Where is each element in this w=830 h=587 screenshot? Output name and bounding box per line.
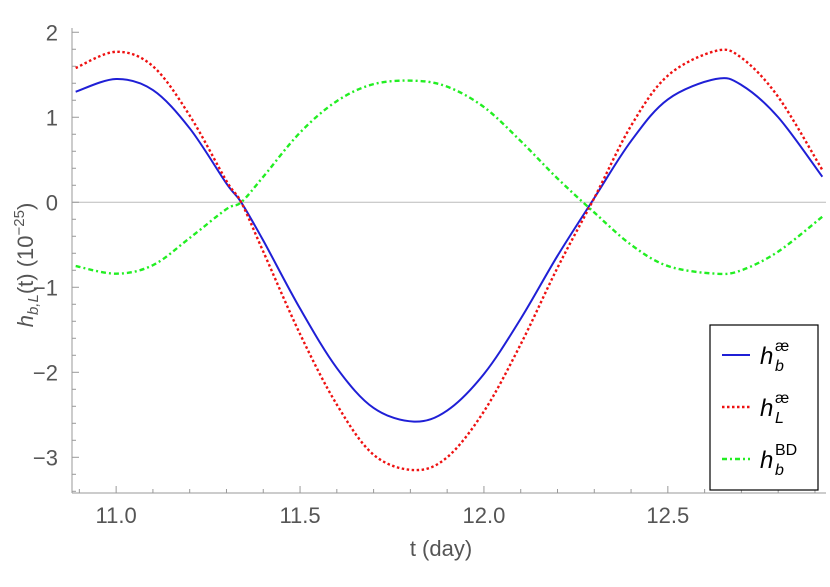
axes: 11.0 11.5 12.0 12.5 −3 −2 −1 0 1 2 — [33, 20, 826, 528]
x-tick-label: 12.0 — [463, 503, 506, 528]
axis-labels: t (day) hb,L(t) (10−25) — [11, 203, 472, 561]
series-group — [75, 48, 824, 472]
x-tick-label: 11.0 — [96, 503, 137, 528]
legend-box — [709, 324, 819, 491]
y-tick-label: 1 — [46, 105, 58, 130]
legend-label-h-b-: h bæ — [760, 338, 789, 375]
legend: h bæ h Læ h bBD — [709, 324, 819, 491]
legend-label-h-b-bd: h bBD — [760, 442, 797, 479]
series-line-h-l- — [75, 48, 824, 472]
y-axis-label: hb,L(t) (10−25) — [11, 203, 42, 328]
y-tick-label: −1 — [33, 275, 58, 300]
series-line-h-b- — [75, 77, 824, 423]
series-line-h-b-bd — [75, 79, 824, 276]
x-tick-label: 11.5 — [279, 503, 320, 528]
y-tick-label: 0 — [46, 190, 58, 215]
y-tick-label: −2 — [33, 360, 58, 385]
x-axis-label: t (day) — [410, 536, 472, 561]
y-tick-label: 2 — [46, 20, 58, 45]
legend-label-h-l-: h Læ — [760, 390, 789, 427]
y-tick-label: −3 — [33, 445, 58, 470]
x-tick-label: 12.5 — [646, 503, 689, 528]
